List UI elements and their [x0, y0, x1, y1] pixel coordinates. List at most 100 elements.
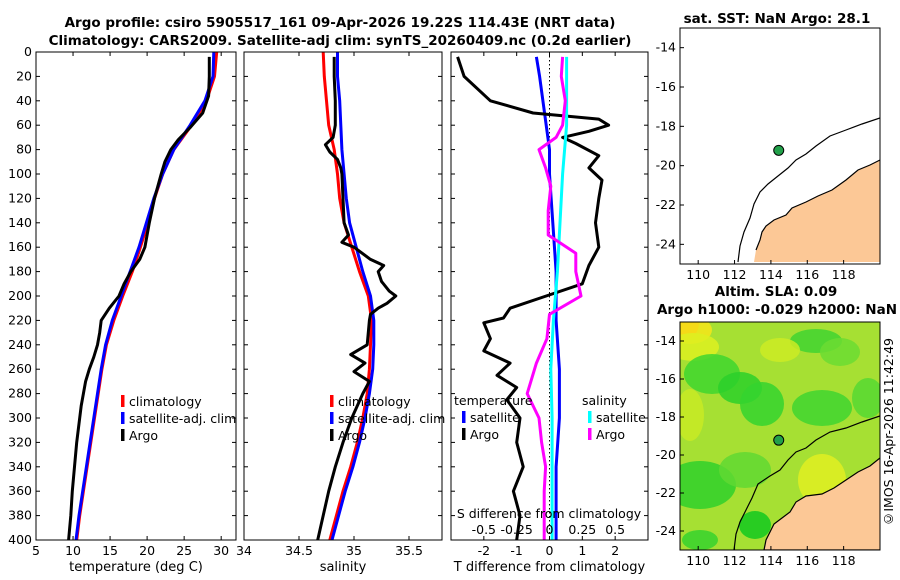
y-tick-label: 220: [8, 312, 32, 327]
sla-anomaly-blob: [740, 382, 784, 426]
y-tick-label: 260: [8, 361, 32, 376]
x-tick-label: 30: [213, 543, 229, 558]
x-axis-label: temperature (deg C): [69, 560, 203, 575]
legend-label: satellite-adj. clim: [129, 411, 236, 426]
x2-tick-label: 0: [546, 522, 554, 537]
coastline: [763, 457, 880, 550]
plot-title-line1: Argo profile: csiro 5905517_161 09-Apr-2…: [64, 15, 616, 31]
legend-label: Argo: [338, 428, 367, 443]
lat-tick-label: -14: [656, 333, 676, 348]
legend-swatch: [588, 411, 592, 423]
y-tick-label: 40: [16, 93, 32, 108]
lat-tick-label: -16: [656, 371, 676, 386]
y-tick-label: 160: [8, 239, 32, 254]
sst-map-panel: 110 112 114 116 118 -14 -16 -18 -20 -22 -24 sat. SS…: [656, 11, 881, 282]
y-tick-label: 400: [8, 532, 32, 547]
legend-label: satellite: [470, 410, 520, 425]
lon-tick-label: 118: [832, 553, 856, 568]
x2-axis-label: S difference from climatology: [457, 506, 642, 521]
legend-swatch: [330, 395, 334, 407]
y-tick-label: 340: [8, 459, 32, 474]
lat-tick-label: -24: [656, 523, 676, 538]
y-tick-label: 300: [8, 410, 32, 425]
y-tick-label: 280: [8, 386, 32, 401]
y-tick-label: 200: [8, 288, 32, 303]
lat-tick-label: -14: [656, 40, 676, 55]
series-satellite-adj-clim: [330, 52, 376, 540]
lat-tick-label: -22: [656, 485, 676, 500]
lon-tick-label: 116: [795, 553, 819, 568]
shelf-contour: [733, 415, 880, 550]
sst-map-title: sat. SST: NaN Argo: 28.1: [684, 11, 871, 27]
legend-swatch: [462, 428, 466, 440]
shelf-contour: [737, 117, 880, 263]
legend-label: satellite-adj. clim: [338, 411, 445, 426]
lon-tick-label: 116: [795, 267, 819, 282]
y-tick-label: 0: [24, 44, 32, 59]
x-tick-label: 0: [546, 543, 554, 558]
legend-swatch: [462, 411, 466, 423]
x2-tick-label: -0.25: [500, 522, 532, 537]
map-frame: [679, 27, 881, 265]
sla-anomaly-blob: [719, 452, 771, 488]
legend-label: Argo: [596, 427, 625, 442]
lon-tick-label: 110: [686, 553, 710, 568]
plot-title-line2: Climatology: CARS2009. Satellite-adj cli…: [48, 33, 632, 49]
argo-position-marker: [773, 434, 785, 446]
series-argo: [316, 56, 398, 540]
y-tick-label: 20: [16, 68, 32, 83]
x-tick-label: -1: [510, 543, 522, 558]
x-tick-label: 34: [236, 543, 252, 558]
x-tick-label: 20: [139, 543, 155, 558]
argo-position-marker: [773, 144, 785, 156]
x2-tick-label: 0.25: [568, 522, 596, 537]
series-argo-salinity-: [525, 56, 583, 540]
series-climatology: [321, 52, 374, 540]
sla-anomaly-blob: [680, 333, 719, 361]
map-frame: [679, 321, 881, 551]
lon-tick-label: 114: [759, 553, 783, 568]
sla-anomaly-blob: [820, 338, 860, 366]
x-tick-label: 10: [65, 543, 81, 558]
sla-anomaly-blob: [682, 530, 718, 550]
legend-label: climatology: [338, 394, 411, 409]
lon-tick-label: 118: [832, 267, 856, 282]
legend-label: Argo: [470, 427, 499, 442]
lat-tick-label: -16: [656, 79, 676, 94]
x-tick-label: 1: [578, 543, 586, 558]
y-tick-label: 180: [8, 264, 32, 279]
y-tick-label: 380: [8, 508, 32, 523]
sla-map-panel: 110 112 114 116 118 -14 -16 -18 -20 -22 -24 Altim. …: [656, 284, 897, 568]
lon-tick-label: 112: [723, 553, 747, 568]
y-tick-label: 360: [8, 483, 32, 498]
x-tick-label: 34.5: [285, 543, 313, 558]
y-tick-label: 140: [8, 215, 32, 230]
legend-label: Argo: [129, 428, 158, 443]
series-satellite-temperature-: [534, 56, 561, 540]
legend-swatch: [330, 429, 334, 441]
land-mass: [764, 458, 880, 550]
x2-tick-label: -0.5: [472, 522, 496, 537]
axes-frame: [35, 51, 237, 541]
x-tick-label: 35.5: [395, 543, 423, 558]
x-tick-label: 5: [32, 543, 40, 558]
y-tick-label: 60: [16, 117, 32, 132]
x-tick-label: -2: [478, 543, 490, 558]
lon-tick-label: 114: [759, 267, 783, 282]
coastline: [755, 159, 880, 251]
series-climatology: [75, 52, 219, 540]
lat-tick-label: -18: [656, 409, 676, 424]
sla-anomaly-blob: [852, 378, 880, 418]
axes-frame: [243, 51, 443, 541]
x-tick-label: 35: [346, 543, 362, 558]
x-axis-label: salinity: [320, 560, 367, 575]
lat-tick-label: -20: [656, 158, 676, 173]
land-mass: [754, 160, 880, 262]
sla-anomaly-blob: [739, 511, 771, 539]
lat-tick-label: -20: [656, 447, 676, 462]
x2-tick-label: 0.5: [605, 522, 625, 537]
y-tick-label: 120: [8, 190, 32, 205]
temperature-panel: 0 20 40 60 80 100 120 140 160 180 200 220 240 260 280 3…: [8, 44, 237, 575]
sla-anomaly-blob: [680, 389, 704, 441]
